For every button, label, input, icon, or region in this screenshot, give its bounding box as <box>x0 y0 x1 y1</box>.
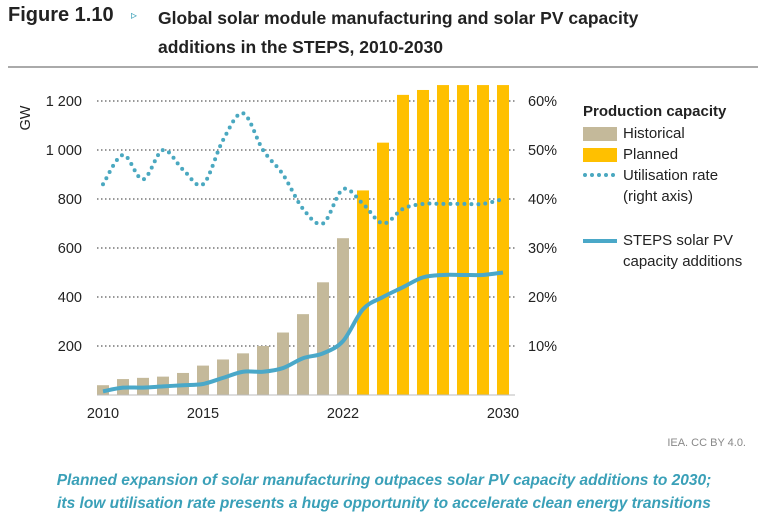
y-tick-label: 600 <box>58 241 82 257</box>
legend-swatch-historical <box>583 127 617 141</box>
legend: Production capacity Historical Planned U… <box>583 103 742 272</box>
bar-historical-2015 <box>197 365 209 395</box>
bar-historical-2020 <box>297 314 309 395</box>
legend-label: Utilisation rate <box>623 167 719 184</box>
figure-label: Figure 1.10 <box>8 4 114 26</box>
bar-historical-2017 <box>237 353 249 395</box>
y2-tick-label: 60% <box>528 94 557 110</box>
figure-title: Global solar module manufacturing and so… <box>158 8 639 57</box>
y2-tick-label: 10% <box>528 339 557 355</box>
legend-label: Historical <box>623 125 685 142</box>
y-tick-label: 1 200 <box>46 94 82 110</box>
y2-tick-label: 40% <box>528 192 557 208</box>
y2-tick-label: 20% <box>528 290 557 306</box>
y-tick-label: 400 <box>58 290 82 306</box>
bar-planned-2027 <box>437 85 449 395</box>
legend-swatch-utilisation <box>583 173 617 177</box>
title-divider <box>8 66 758 68</box>
legend-item-utilisation: Utilisation rate (right axis) <box>583 165 742 207</box>
credit: IEA. CC BY 4.0. <box>667 437 746 449</box>
legend-label: STEPS solar PV <box>623 232 734 249</box>
legend-label: (right axis) <box>623 188 694 205</box>
bar-historical-2021 <box>317 282 329 395</box>
legend-item-historical: Historical <box>583 123 742 144</box>
utilisation-rate-line <box>101 111 505 227</box>
chart: 200 10% 400 20% 600 30% 800 40% 1 000 50% 1 200 60%… <box>18 85 557 422</box>
caption-line: its low utilisation rate presents a huge… <box>57 495 711 512</box>
bar-planned-2030 <box>497 85 509 395</box>
x-tick-label: 2010 <box>87 406 119 422</box>
y2-tick-label: 30% <box>528 241 557 257</box>
y-tick-label: 200 <box>58 339 82 355</box>
legend-label: Planned <box>623 146 679 163</box>
bar-historical-2022 <box>337 238 349 395</box>
bar-planned-2024 <box>377 142 389 395</box>
bar-planned-2023 <box>357 190 369 395</box>
x-tick-label: 2015 <box>187 406 219 422</box>
figure-arrow-icon: ▹ <box>131 8 138 22</box>
legend-label: capacity additions <box>623 253 743 270</box>
x-tick-label: 2030 <box>487 406 519 422</box>
legend-swatch-steps <box>583 239 617 243</box>
bar-planned-2025 <box>397 94 409 395</box>
caption: Planned expansion of solar manufacturing… <box>0 469 768 515</box>
legend-swatch-planned <box>583 148 617 162</box>
y-tick-label: 1 000 <box>46 143 82 159</box>
bar-planned-2029 <box>477 85 489 395</box>
legend-item-steps: STEPS solar PV capacity additions <box>583 230 742 272</box>
caption-line: Planned expansion of solar manufacturing… <box>56 472 712 489</box>
bar-planned-2028 <box>457 85 469 395</box>
legend-item-planned: Planned <box>583 144 742 165</box>
y2-tick-label: 50% <box>528 143 557 159</box>
y-axis-label: GW <box>18 105 34 130</box>
bar-planned-2026 <box>417 89 429 395</box>
bar-historical-2019 <box>277 332 289 395</box>
legend-title: Production capacity <box>583 103 727 120</box>
x-tick-label: 2022 <box>327 406 359 422</box>
y-tick-label: 800 <box>58 192 82 208</box>
steps-capacity-line <box>102 270 504 394</box>
